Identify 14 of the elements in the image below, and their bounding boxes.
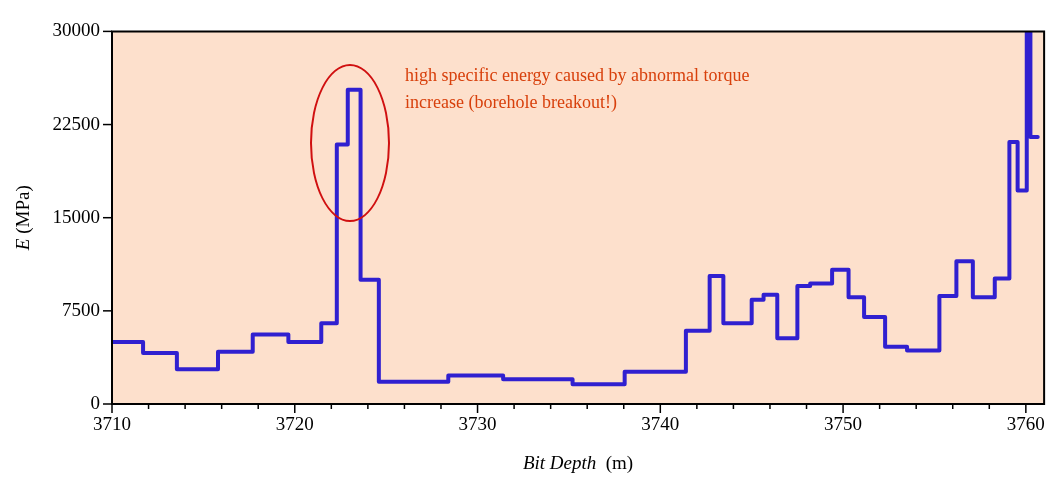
x-tick-label: 3710 bbox=[93, 413, 131, 435]
x-tick-label: 3740 bbox=[641, 413, 680, 435]
y-tick-label: 0 bbox=[90, 391, 100, 413]
x-tick-label: 3760 bbox=[1006, 413, 1045, 435]
y-tick-label: 7500 bbox=[62, 298, 100, 320]
annotation: high specific energy caused by abnormal torque increase (borehole breakout!) bbox=[405, 64, 751, 114]
x-axis-title: Bit Depth (m) bbox=[522, 451, 634, 474]
y-tick-label: 30000 bbox=[52, 19, 100, 41]
x-tick-label: 3720 bbox=[275, 413, 314, 435]
x-tick-label: 3750 bbox=[824, 413, 863, 435]
x-tick-label: 3730 bbox=[458, 413, 497, 435]
y-tick-label: 15000 bbox=[52, 205, 100, 227]
y-axis-title: E (MPa) bbox=[11, 185, 34, 252]
y-tick-label: 22500 bbox=[52, 112, 100, 134]
